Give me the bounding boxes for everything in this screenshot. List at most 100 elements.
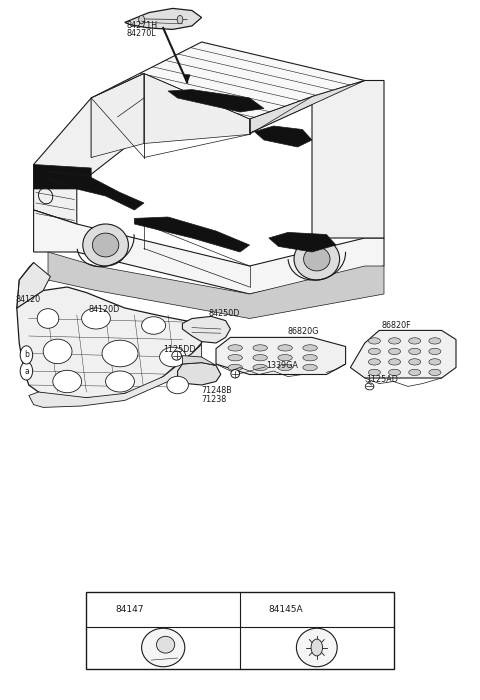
Ellipse shape: [159, 347, 186, 367]
Polygon shape: [134, 217, 250, 252]
Ellipse shape: [429, 349, 441, 354]
Polygon shape: [250, 80, 365, 133]
Ellipse shape: [408, 349, 420, 354]
Circle shape: [250, 601, 261, 617]
Ellipse shape: [389, 370, 401, 375]
Polygon shape: [34, 98, 144, 186]
Text: a: a: [99, 605, 104, 613]
Ellipse shape: [278, 364, 292, 371]
Ellipse shape: [429, 338, 441, 344]
Polygon shape: [91, 42, 365, 133]
Polygon shape: [125, 8, 202, 29]
Ellipse shape: [389, 358, 401, 365]
Text: 84145A: 84145A: [269, 605, 303, 613]
Text: 86820F: 86820F: [382, 321, 411, 330]
Polygon shape: [269, 232, 336, 252]
Polygon shape: [91, 74, 144, 158]
Ellipse shape: [369, 349, 381, 354]
Ellipse shape: [294, 238, 340, 280]
Text: 84120: 84120: [15, 295, 40, 304]
Text: 84270L: 84270L: [127, 29, 156, 38]
Text: 84250D: 84250D: [209, 309, 240, 318]
Polygon shape: [29, 344, 202, 407]
Circle shape: [311, 639, 323, 656]
Text: 1125AD: 1125AD: [366, 375, 397, 384]
Polygon shape: [48, 252, 384, 318]
Polygon shape: [34, 210, 384, 294]
Ellipse shape: [228, 364, 242, 371]
Text: 86820G: 86820G: [288, 327, 319, 335]
Circle shape: [139, 15, 144, 24]
Ellipse shape: [429, 358, 441, 365]
Polygon shape: [17, 287, 202, 399]
Ellipse shape: [303, 354, 317, 361]
Ellipse shape: [389, 349, 401, 354]
Text: 84120D: 84120D: [89, 305, 120, 314]
Ellipse shape: [167, 377, 188, 393]
Polygon shape: [34, 210, 96, 242]
Circle shape: [20, 346, 33, 364]
Polygon shape: [178, 363, 221, 385]
Text: b: b: [24, 351, 29, 359]
Ellipse shape: [83, 224, 129, 266]
Ellipse shape: [303, 364, 317, 371]
Ellipse shape: [369, 358, 381, 365]
Ellipse shape: [429, 370, 441, 375]
Ellipse shape: [296, 629, 337, 666]
Polygon shape: [184, 75, 190, 83]
Ellipse shape: [278, 345, 292, 351]
Ellipse shape: [37, 309, 59, 328]
Ellipse shape: [106, 371, 134, 392]
Ellipse shape: [172, 351, 181, 360]
Text: b: b: [253, 605, 258, 613]
Polygon shape: [34, 164, 77, 224]
Ellipse shape: [53, 370, 82, 393]
Ellipse shape: [142, 316, 166, 335]
Text: 84147: 84147: [115, 605, 144, 613]
Polygon shape: [144, 74, 250, 144]
Polygon shape: [168, 90, 264, 112]
Ellipse shape: [369, 338, 381, 344]
Ellipse shape: [365, 383, 374, 390]
Bar: [86, 592, 394, 668]
Ellipse shape: [304, 247, 330, 271]
Ellipse shape: [253, 354, 267, 361]
Text: 71238: 71238: [202, 395, 227, 403]
Circle shape: [20, 362, 33, 380]
Polygon shape: [48, 172, 144, 210]
Ellipse shape: [102, 340, 138, 367]
Ellipse shape: [156, 636, 175, 653]
Polygon shape: [216, 337, 346, 374]
Text: 1339GA: 1339GA: [266, 361, 298, 370]
Polygon shape: [91, 74, 144, 158]
Ellipse shape: [228, 354, 242, 361]
Ellipse shape: [43, 339, 72, 364]
Polygon shape: [350, 330, 456, 378]
Ellipse shape: [303, 345, 317, 351]
Polygon shape: [182, 356, 216, 365]
Circle shape: [177, 15, 183, 24]
Ellipse shape: [231, 370, 240, 378]
Ellipse shape: [408, 358, 420, 365]
Text: 71248B: 71248B: [202, 386, 232, 395]
Ellipse shape: [369, 370, 381, 375]
Polygon shape: [312, 80, 384, 238]
Ellipse shape: [278, 354, 292, 361]
Text: 1125DD: 1125DD: [163, 346, 196, 354]
Ellipse shape: [253, 364, 267, 371]
Polygon shape: [17, 262, 50, 308]
Ellipse shape: [142, 629, 185, 666]
Text: a: a: [24, 367, 29, 375]
Ellipse shape: [253, 345, 267, 351]
Ellipse shape: [82, 308, 110, 329]
Polygon shape: [34, 164, 91, 189]
Polygon shape: [182, 316, 230, 343]
Ellipse shape: [92, 233, 119, 257]
Ellipse shape: [408, 370, 420, 375]
Ellipse shape: [228, 345, 242, 351]
Polygon shape: [254, 126, 312, 147]
Text: 84271H: 84271H: [126, 22, 157, 30]
Ellipse shape: [389, 338, 401, 344]
Circle shape: [96, 601, 108, 617]
Ellipse shape: [408, 338, 420, 344]
